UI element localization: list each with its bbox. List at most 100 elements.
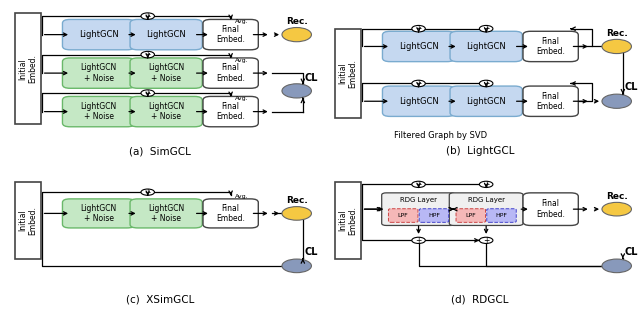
Text: +: +: [145, 188, 151, 197]
FancyBboxPatch shape: [523, 31, 579, 62]
Text: Initial
Embed.: Initial Embed.: [18, 54, 38, 83]
Text: Final
Embed.: Final Embed.: [216, 25, 245, 44]
Text: (a)  SimGCL: (a) SimGCL: [129, 146, 191, 156]
Circle shape: [141, 90, 154, 96]
FancyBboxPatch shape: [487, 209, 516, 222]
Text: +: +: [145, 50, 151, 59]
Circle shape: [282, 27, 312, 42]
Text: Final
Embed.: Final Embed.: [536, 92, 565, 111]
Text: RDG Layer: RDG Layer: [400, 197, 437, 203]
FancyBboxPatch shape: [15, 13, 41, 124]
Text: Initial
Embed.: Initial Embed.: [338, 206, 358, 235]
Text: LightGCN
+ Noise: LightGCN + Noise: [81, 102, 116, 121]
Text: +: +: [483, 24, 490, 33]
Text: CL: CL: [625, 247, 638, 257]
FancyBboxPatch shape: [450, 86, 522, 117]
Text: Final
Embed.: Final Embed.: [216, 102, 245, 121]
Text: CL: CL: [305, 247, 318, 257]
FancyBboxPatch shape: [130, 199, 202, 228]
Text: (c)  XSimGCL: (c) XSimGCL: [126, 294, 194, 304]
Circle shape: [479, 26, 493, 32]
Text: +: +: [483, 180, 490, 189]
FancyBboxPatch shape: [335, 181, 361, 260]
Text: LightGCN: LightGCN: [399, 97, 438, 106]
Text: +: +: [415, 236, 422, 245]
Circle shape: [141, 189, 154, 195]
Text: LightGCN
+ Noise: LightGCN + Noise: [81, 63, 116, 83]
Text: +: +: [415, 24, 422, 33]
FancyBboxPatch shape: [450, 31, 522, 62]
Text: LightGCN: LightGCN: [467, 42, 506, 51]
Circle shape: [141, 51, 154, 58]
Text: LightGCN
+ Noise: LightGCN + Noise: [148, 204, 184, 223]
Circle shape: [412, 237, 426, 243]
FancyBboxPatch shape: [203, 58, 259, 88]
Text: LPF: LPF: [398, 213, 408, 218]
Circle shape: [602, 94, 632, 108]
Text: LightGCN
+ Noise: LightGCN + Noise: [148, 63, 184, 83]
Text: Avg.: Avg.: [236, 96, 249, 101]
Circle shape: [412, 181, 426, 187]
Text: (b)  LightGCL: (b) LightGCL: [445, 146, 515, 156]
FancyBboxPatch shape: [523, 193, 579, 226]
Circle shape: [282, 84, 312, 98]
FancyBboxPatch shape: [419, 209, 449, 222]
Text: CL: CL: [305, 73, 318, 83]
Text: HPF: HPF: [428, 213, 440, 218]
Circle shape: [602, 202, 632, 216]
Text: Avg.: Avg.: [236, 58, 249, 63]
Text: Initial
Embed.: Initial Embed.: [338, 59, 358, 88]
FancyBboxPatch shape: [388, 209, 418, 222]
Text: Avg.: Avg.: [236, 19, 249, 24]
Circle shape: [282, 259, 312, 273]
Text: Final
Embed.: Final Embed.: [536, 199, 565, 219]
FancyBboxPatch shape: [15, 181, 41, 260]
Circle shape: [602, 259, 632, 273]
Text: Rec.: Rec.: [606, 29, 628, 37]
FancyBboxPatch shape: [203, 96, 259, 127]
Text: RDG Layer: RDG Layer: [468, 197, 505, 203]
Text: Rec.: Rec.: [286, 196, 308, 205]
Text: +: +: [145, 89, 151, 98]
FancyBboxPatch shape: [449, 193, 523, 226]
Text: LightGCN
+ Noise: LightGCN + Noise: [148, 102, 184, 121]
FancyBboxPatch shape: [63, 96, 134, 127]
FancyBboxPatch shape: [383, 86, 454, 117]
Text: LPF: LPF: [465, 213, 476, 218]
FancyBboxPatch shape: [335, 29, 361, 117]
FancyBboxPatch shape: [63, 199, 134, 228]
Circle shape: [479, 80, 493, 87]
Text: Final
Embed.: Final Embed.: [536, 37, 565, 56]
Text: +: +: [145, 12, 151, 20]
Text: Rec.: Rec.: [606, 192, 628, 201]
Text: Initial
Embed.: Initial Embed.: [18, 206, 38, 235]
Text: Avg.: Avg.: [236, 193, 249, 198]
Text: Final
Embed.: Final Embed.: [216, 204, 245, 223]
Circle shape: [412, 26, 426, 32]
Text: +: +: [483, 236, 490, 245]
Circle shape: [479, 181, 493, 187]
Text: +: +: [483, 79, 490, 88]
Text: +: +: [415, 180, 422, 189]
Text: HPF: HPF: [495, 213, 508, 218]
Text: Filtered Graph by SVD: Filtered Graph by SVD: [394, 131, 486, 140]
Text: LightGCN
+ Noise: LightGCN + Noise: [81, 204, 116, 223]
FancyBboxPatch shape: [130, 20, 202, 50]
FancyBboxPatch shape: [63, 58, 134, 88]
Text: LightGCN: LightGCN: [79, 30, 118, 39]
FancyBboxPatch shape: [203, 199, 259, 228]
Circle shape: [602, 39, 632, 54]
Text: (d)  RDGCL: (d) RDGCL: [451, 294, 509, 304]
Text: LightGCN: LightGCN: [399, 42, 438, 51]
Text: Final
Embed.: Final Embed.: [216, 63, 245, 83]
FancyBboxPatch shape: [130, 58, 202, 88]
Circle shape: [282, 207, 312, 220]
Text: CL: CL: [625, 82, 638, 92]
Circle shape: [479, 237, 493, 243]
FancyBboxPatch shape: [203, 20, 259, 50]
Text: Rec.: Rec.: [286, 17, 308, 26]
Text: LightGCN: LightGCN: [147, 30, 186, 39]
FancyBboxPatch shape: [381, 193, 456, 226]
Text: LightGCN: LightGCN: [467, 97, 506, 106]
FancyBboxPatch shape: [63, 20, 134, 50]
